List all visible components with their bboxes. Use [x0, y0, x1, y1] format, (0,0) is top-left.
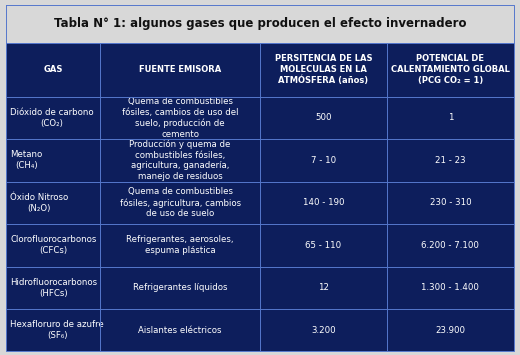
Text: 500: 500 — [315, 113, 332, 122]
Text: Clorofluorocarbonos
(CFCs): Clorofluorocarbonos (CFCs) — [10, 235, 97, 255]
Text: Aislantes eléctricos: Aislantes eléctricos — [138, 326, 222, 335]
Text: Metano
(CH₄): Metano (CH₄) — [10, 151, 43, 170]
Text: Refrigerantes líquidos: Refrigerantes líquidos — [133, 283, 227, 292]
Text: 230 - 310: 230 - 310 — [430, 198, 471, 207]
Text: 3.200: 3.200 — [311, 326, 336, 335]
Text: Dióxido de carbono
(CO₂): Dióxido de carbono (CO₂) — [10, 108, 94, 128]
Text: Refrigerantes, aerosoles,
espuma plástica: Refrigerantes, aerosoles, espuma plástic… — [126, 235, 234, 255]
Text: Quema de combustibles
fósiles, cambios de uso del
suelo, producción de
cemento: Quema de combustibles fósiles, cambios d… — [122, 97, 238, 139]
Bar — [6, 43, 514, 351]
Text: 1.300 - 1.400: 1.300 - 1.400 — [421, 283, 479, 292]
Bar — [6, 5, 514, 43]
Text: GAS: GAS — [44, 65, 63, 74]
Text: Tabla N° 1: algunos gases que producen el efecto invernadero: Tabla N° 1: algunos gases que producen e… — [54, 17, 466, 31]
Text: Hexafloruro de azufre
(SF₆): Hexafloruro de azufre (SF₆) — [10, 320, 104, 340]
Text: Óxido Nitroso
(N₂O): Óxido Nitroso (N₂O) — [10, 193, 69, 213]
Text: PERSITENCIA DE LAS
MOLECULAS EN LA
ATMÓSFERA (años): PERSITENCIA DE LAS MOLECULAS EN LA ATMÓS… — [275, 54, 372, 85]
Text: Producción y quema de
combustibles fósiles,
agricultura, ganadería,
manejo de re: Producción y quema de combustibles fósil… — [129, 140, 231, 181]
Text: 23.900: 23.900 — [435, 326, 465, 335]
Text: FUENTE EMISORA: FUENTE EMISORA — [139, 65, 221, 74]
Text: Hidrofluorocarbonos
(HFCs): Hidrofluorocarbonos (HFCs) — [10, 278, 97, 297]
Text: 12: 12 — [318, 283, 329, 292]
Text: 21 - 23: 21 - 23 — [435, 156, 465, 165]
Text: 1: 1 — [448, 113, 453, 122]
Text: 140 - 190: 140 - 190 — [303, 198, 344, 207]
Text: POTENCIAL DE
CALENTAMIENTO GLOBAL
(PCG CO₂ = 1): POTENCIAL DE CALENTAMIENTO GLOBAL (PCG C… — [391, 54, 510, 85]
Text: Quema de combustibles
fósiles, agricultura, cambios
de uso de suelo: Quema de combustibles fósiles, agricultu… — [120, 187, 241, 218]
Text: 6.200 - 7.100: 6.200 - 7.100 — [421, 241, 479, 250]
Text: 7 - 10: 7 - 10 — [311, 156, 336, 165]
Text: 65 - 110: 65 - 110 — [305, 241, 342, 250]
